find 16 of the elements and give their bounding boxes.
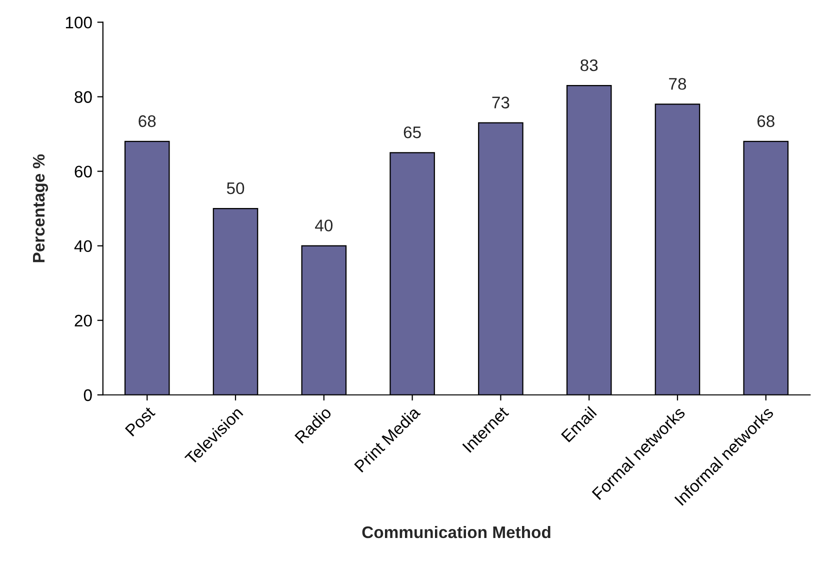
y-tick-label: 40: [74, 240, 92, 252]
data-label: 65: [404, 126, 421, 138]
y-tick-label: 100: [66, 16, 92, 28]
data-label: 83: [580, 59, 598, 72]
data-label: 68: [138, 115, 156, 128]
y-tick-label: 60: [74, 166, 92, 178]
data-label: 73: [492, 96, 510, 108]
x-axis-title: Communication Method: [362, 526, 550, 538]
y-tick-label: 0: [84, 389, 92, 402]
data-label: 40: [315, 220, 333, 232]
y-tick-label: 20: [74, 314, 92, 327]
data-label: 50: [226, 182, 244, 194]
data-label: 78: [669, 78, 686, 90]
y-tick-label: 80: [74, 91, 92, 103]
data-label: 68: [757, 115, 774, 128]
y-axis-title: Percentage %: [32, 154, 48, 262]
